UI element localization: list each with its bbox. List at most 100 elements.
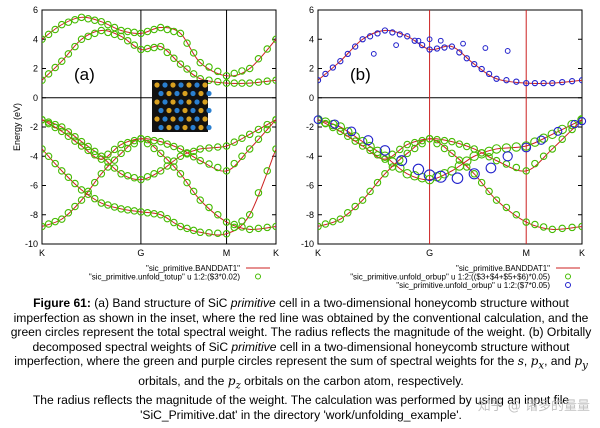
weight-circle: [64, 18, 73, 26]
inset-background: [152, 80, 208, 132]
weight-circle: [176, 60, 185, 68]
weight-circle: [143, 139, 152, 148]
inset-atom: [202, 99, 208, 105]
weight-circle: [97, 155, 106, 163]
inset-atom: [178, 82, 184, 88]
weight-circle: [189, 152, 198, 161]
weight-circle: [196, 156, 204, 165]
weight-circle: [263, 223, 271, 232]
weight-circle: [156, 137, 165, 146]
weight-circle: [410, 144, 419, 153]
weight-circle: [44, 119, 53, 128]
weight-circle: [163, 140, 172, 148]
legend-entry-label: "sic_primitive.unfold_orbup" u 1:2:(($3+…: [350, 273, 550, 282]
weight-circle: [531, 79, 539, 87]
weight-circle: [448, 149, 456, 158]
weight-circle: [97, 170, 106, 178]
weight-circle: [254, 224, 263, 233]
weight-circle: [263, 45, 271, 53]
inset-atom: [158, 107, 164, 114]
band-line: [318, 119, 582, 172]
weight-circle: [222, 218, 231, 226]
weight-circle: [381, 27, 389, 34]
weight-circle: [351, 137, 359, 145]
inset-atom: [162, 116, 168, 122]
weight-circle: [64, 173, 73, 181]
weight-circle: [97, 26, 106, 35]
inset-atom: [170, 82, 176, 88]
inset-atom: [166, 124, 172, 131]
weight-circle: [230, 220, 239, 229]
weight-circle: [51, 63, 59, 72]
weight-circle: [440, 136, 449, 145]
weight-circle: [205, 63, 213, 71]
weight-circle: [433, 139, 441, 148]
weight-circle: [245, 225, 254, 234]
weight-circle: [71, 202, 79, 211]
weight-circle: [123, 36, 132, 45]
weight-circle: [150, 144, 158, 153]
weight-circle: [176, 152, 185, 161]
panel-label: (a): [74, 65, 95, 84]
weight-circle: [558, 135, 566, 143]
inset-atom: [178, 116, 184, 122]
figure-caption: Figure 61: (a) Band structure of SiC pri…: [10, 296, 592, 394]
weight-circle: [366, 33, 374, 40]
weight-circle: [404, 33, 411, 40]
weight-circle: [366, 146, 374, 155]
weight-circle: [548, 145, 557, 153]
weight-circle: [90, 29, 99, 38]
weight-circle: [110, 145, 119, 154]
inset-atom: [182, 90, 188, 97]
pz-weight-circle: [536, 135, 546, 145]
inset-atom: [194, 82, 200, 88]
inset-atom: [154, 116, 160, 122]
weight-circle: [455, 156, 464, 164]
weight-circle: [189, 49, 198, 57]
y-tick-label: 4: [33, 34, 38, 44]
weight-circle: [110, 23, 119, 32]
y-tick-label: 2: [33, 64, 38, 74]
weight-circle: [189, 187, 198, 196]
inset-atom: [206, 124, 212, 131]
band-line: [42, 138, 276, 230]
weight-circle: [104, 163, 112, 171]
caption-part-3: cell in a two-dimensional honeycomb stru…: [14, 339, 570, 369]
weight-circle: [539, 152, 548, 161]
weight-circle: [123, 144, 132, 153]
x-tick-label: G: [137, 248, 144, 258]
inset-atom: [154, 82, 160, 88]
weight-circle: [272, 76, 276, 84]
y-tick-label: -2: [30, 122, 38, 132]
pz-weight-circle-upper: [437, 37, 444, 44]
weight-circle: [321, 119, 330, 128]
weight-circle: [163, 48, 172, 57]
weight-circle: [183, 178, 191, 187]
weight-circle: [196, 58, 204, 67]
weight-circle: [176, 145, 185, 153]
caption-part-2: cell in a two-dimensional honeycomb stru…: [10, 296, 592, 354]
pz-weight-circle: [434, 170, 447, 183]
math-py-sub: y: [582, 360, 588, 372]
weight-circle: [263, 77, 271, 85]
weight-circle: [42, 115, 46, 124]
weight-circle: [531, 220, 539, 229]
inset-atom: [174, 124, 180, 131]
weight-circle: [388, 150, 397, 159]
weight-circle: [183, 149, 191, 157]
weight-circle: [559, 79, 566, 86]
y-tick-label: 4: [309, 34, 314, 44]
weight-circle: [77, 142, 86, 150]
weight-circle: [156, 42, 165, 51]
weight-circle: [492, 196, 501, 204]
pz-weight-circle: [553, 126, 563, 136]
weight-circle: [522, 167, 530, 175]
weight-circle: [238, 67, 246, 75]
weight-circle: [230, 159, 239, 168]
weight-circle: [130, 136, 139, 145]
x-tick-label: G: [426, 248, 433, 258]
inset-atom: [202, 116, 208, 122]
weight-circle: [51, 25, 59, 34]
weight-circle: [433, 45, 441, 52]
weight-circle: [485, 70, 493, 78]
